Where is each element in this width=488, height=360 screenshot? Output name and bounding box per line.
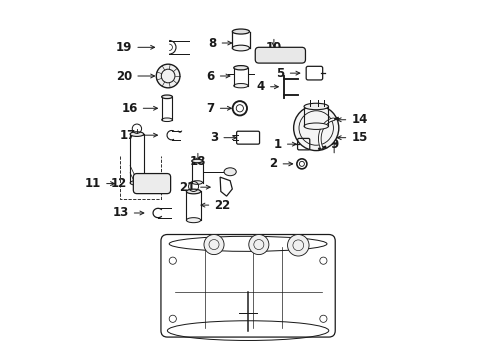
FancyBboxPatch shape — [255, 47, 305, 63]
Text: 5: 5 — [276, 67, 284, 80]
Circle shape — [203, 234, 224, 255]
Text: 6: 6 — [206, 69, 214, 82]
Ellipse shape — [191, 181, 202, 184]
FancyBboxPatch shape — [133, 174, 170, 194]
Text: 3: 3 — [210, 131, 218, 144]
Text: 21: 21 — [179, 181, 195, 194]
Text: 4: 4 — [256, 80, 264, 93]
Ellipse shape — [162, 118, 172, 122]
Circle shape — [287, 234, 308, 256]
Ellipse shape — [233, 84, 247, 88]
Text: 17: 17 — [120, 129, 136, 142]
Ellipse shape — [232, 45, 249, 51]
Text: 11: 11 — [84, 177, 101, 190]
Text: 10: 10 — [265, 41, 282, 54]
Ellipse shape — [304, 103, 328, 110]
Text: 12: 12 — [110, 177, 126, 190]
Text: 7: 7 — [206, 102, 214, 115]
Text: 13: 13 — [112, 207, 128, 220]
Circle shape — [248, 234, 268, 255]
Text: 2: 2 — [269, 157, 277, 170]
Circle shape — [293, 105, 338, 150]
Text: 18: 18 — [189, 155, 205, 168]
Text: 8: 8 — [208, 36, 216, 50]
Text: 9: 9 — [329, 138, 338, 151]
Ellipse shape — [233, 66, 247, 70]
Text: 16: 16 — [121, 102, 137, 115]
Ellipse shape — [162, 95, 172, 99]
Ellipse shape — [130, 180, 143, 185]
Ellipse shape — [130, 132, 143, 136]
Ellipse shape — [191, 159, 202, 163]
Text: 14: 14 — [351, 113, 367, 126]
Ellipse shape — [232, 29, 249, 34]
Circle shape — [156, 64, 180, 88]
Ellipse shape — [186, 189, 201, 194]
Text: 15: 15 — [351, 131, 367, 144]
Text: 20: 20 — [116, 69, 132, 82]
Ellipse shape — [224, 168, 236, 176]
Text: 19: 19 — [116, 41, 132, 54]
Ellipse shape — [186, 218, 201, 223]
Text: 22: 22 — [214, 199, 230, 212]
Ellipse shape — [304, 123, 328, 130]
Text: 1: 1 — [273, 138, 281, 150]
